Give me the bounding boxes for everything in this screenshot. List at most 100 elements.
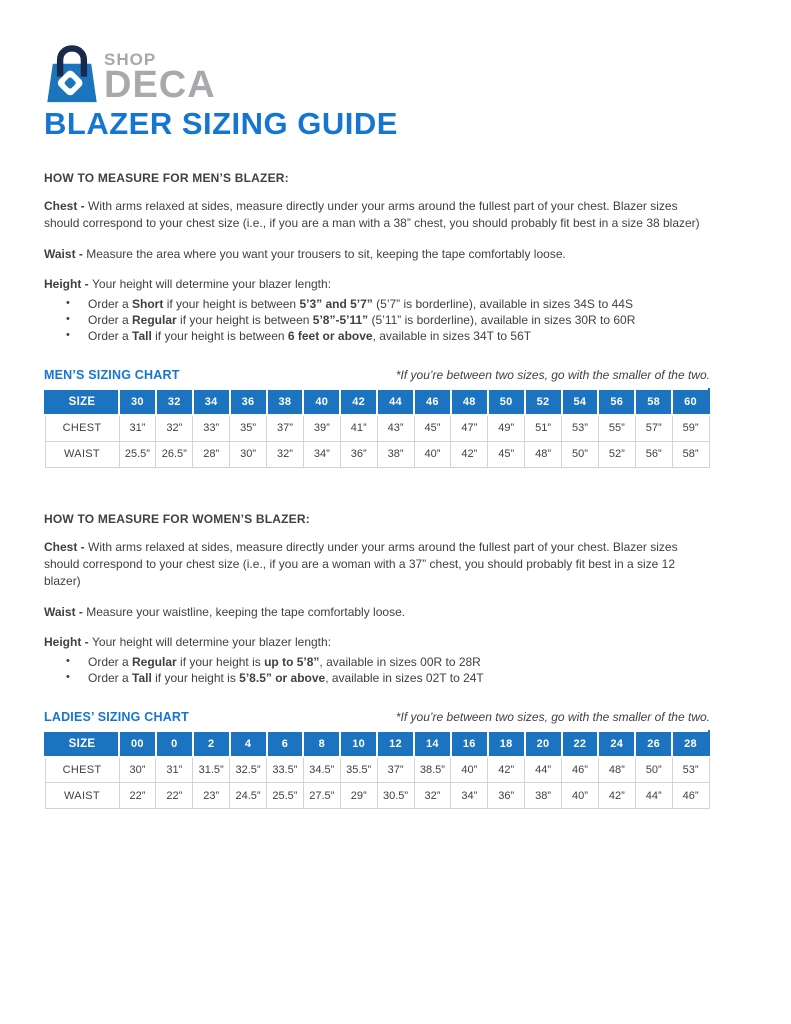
table-header-cell: 12 [376,729,415,758]
table-value-cell: 32” [266,440,304,468]
table-value-cell: 50” [634,756,673,784]
table-value-cell: 48” [524,440,562,468]
womens-height-bullet-list: Order a Regular if your height is up to … [66,654,703,686]
table-header-cell: 32 [154,388,194,417]
table-value-cell: 34” [450,782,489,810]
table-value-cell: 38” [524,782,562,810]
table-header-cell: 46 [413,388,452,417]
table-value-cell: 32” [155,414,194,442]
mens-height-bullet-list: Order a Short if your height is between … [66,296,703,345]
shopping-bag-icon [44,40,100,104]
table-value-cell: 35.5” [339,756,378,784]
table-value-cell: 40” [450,756,489,784]
table-value-cell: 55” [597,414,636,442]
table-value-cell: 38.5” [413,756,452,784]
table-value-cell: 30” [118,756,157,784]
logo-wordmark: SHOP DECA [104,51,216,104]
table-value-cell: 31.5” [192,756,231,784]
table-row: WAIST 22” 22” 23” 24.5” 25.5” 27.5” 29” 30.5” 32”… [44,782,710,810]
row-label-cell: CHEST [44,756,120,784]
table-value-cell: 44” [524,756,562,784]
row-label-cell: WAIST [44,440,120,468]
womens-chest-paragraph: Chest - With arms relaxed at sides, meas… [44,539,678,589]
womens-waist-paragraph: Waist - Measure your waistline, keeping … [44,604,406,619]
ladies-chart-title: LADIES’ SIZING CHART [44,709,189,724]
table-value-cell: 56” [634,440,673,468]
table-value-cell: 25.5” [266,782,304,810]
table-row: WAIST 25.5” 26.5” 28” 30” 32” 34” 36” 38” 40” 42” 4… [44,440,710,468]
mens-chest-paragraph: Chest - With arms relaxed at sides, meas… [44,199,700,231]
ladies-sizing-table: SIZE 00 0 2 4 6 8 10 12 14 16 18 20 22 24 26 28 CHEST 30” 3… [44,729,710,810]
bullet-item: Order a Regular if your height is up to … [66,654,703,670]
table-header-cell: 30 [118,388,157,417]
table-header-cell: 52 [523,388,563,417]
table-value-cell: 22” [155,782,194,810]
table-value-cell: 38” [376,440,415,468]
table-header-cell: 56 [597,388,637,417]
table-value-cell: 49” [487,414,526,442]
table-header-cell: 28 [671,729,710,758]
table-value-cell: 52” [597,440,636,468]
page-title: BLAZER SIZING GUIDE [44,106,398,141]
mens-section-heading: HOW TO MEASURE FOR MEN’S BLAZER: [44,171,289,185]
table-value-cell: 34.5” [302,756,341,784]
table-value-cell: 33” [192,414,231,442]
table-value-cell: 45” [413,414,452,442]
logo-deca-text: DECA [104,64,216,106]
table-header-cell: 38 [265,388,305,417]
table-value-cell: 42” [450,440,489,468]
table-value-cell: 33.5” [266,756,304,784]
table-value-cell: 35” [229,414,267,442]
womens-height-paragraph: Height - Your height will determine your… [44,635,332,650]
table-value-cell: 48” [597,756,636,784]
table-header-cell: 18 [486,729,526,758]
table-value-cell: 31” [155,756,194,784]
table-value-cell: 46” [561,756,599,784]
table-value-cell: 37” [376,756,415,784]
ladies-chart-note: *If you’re between two sizes, go with th… [395,709,710,724]
table-value-cell: 24.5” [229,782,267,810]
mens-chart-title: MEN’S SIZING CHART [44,368,180,383]
table-value-cell: 47” [450,414,489,442]
table-header-cell: 60 [671,388,710,417]
bullet-item: Order a Tall if your height is between 6… [66,328,703,344]
page: SHOP DECA BLAZER SIZING GUIDE HOW TO MEA… [0,0,703,809]
table-value-cell: 43” [376,414,415,442]
table-value-cell: 58” [671,440,710,468]
table-value-cell: 40” [413,440,452,468]
table-value-cell: 36” [487,782,526,810]
mens-sizing-chart-block: MEN’S SIZING CHART *If you’re between tw… [44,368,710,468]
mens-sizing-table: SIZE 30 32 34 36 38 40 42 44 46 48 50 52 54 56 58 60 CHES… [44,388,710,468]
table-header-cell: 48 [449,388,489,417]
table-value-cell: 40” [561,782,599,810]
table-row: CHEST 31” 32” 33” 35” 37” 39” 41” 43” 45” 47” 49” 51… [44,414,710,442]
table-value-cell: 59” [671,414,710,442]
table-value-cell: 32” [413,782,452,810]
row-label-cell: CHEST [44,414,120,442]
mens-waist-paragraph: Waist - Measure the area where you want … [44,246,566,261]
mens-height-paragraph: Height - Your height will determine your… [44,277,332,292]
table-value-cell: 29” [339,782,378,810]
table-value-cell: 51” [524,414,562,442]
table-value-cell: 27.5” [302,782,341,810]
table-header-cell: 42 [339,388,379,417]
shop-deca-logo: SHOP DECA [44,40,703,104]
bullet-item: Order a Tall if your height is 5’8.5” or… [66,670,703,686]
table-value-cell: 50” [561,440,599,468]
table-header-cell: 0 [154,729,194,758]
table-value-cell: 41” [339,414,378,442]
table-header-cell: 44 [376,388,415,417]
table-value-cell: 46” [671,782,710,810]
table-value-cell: 22” [118,782,157,810]
table-value-cell: 57” [634,414,673,442]
table-value-cell: 42” [487,756,526,784]
table-header-cell: 14 [413,729,452,758]
womens-section-heading: HOW TO MEASURE FOR WOMEN’S BLAZER: [44,511,310,526]
table-header-cell: 6 [265,729,305,758]
table-value-cell: 31” [118,414,157,442]
table-header-cell: 20 [523,729,563,758]
table-header-cell: 8 [302,729,342,758]
table-header-cell: 2 [191,729,231,758]
table-value-cell: 36” [339,440,378,468]
row-label-cell: WAIST [44,782,120,810]
